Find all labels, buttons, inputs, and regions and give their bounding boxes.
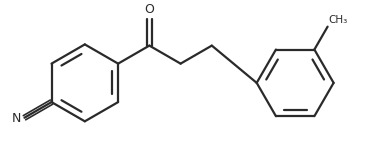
Text: O: O: [144, 3, 154, 16]
Text: CH₃: CH₃: [329, 15, 348, 25]
Text: N: N: [11, 112, 21, 125]
